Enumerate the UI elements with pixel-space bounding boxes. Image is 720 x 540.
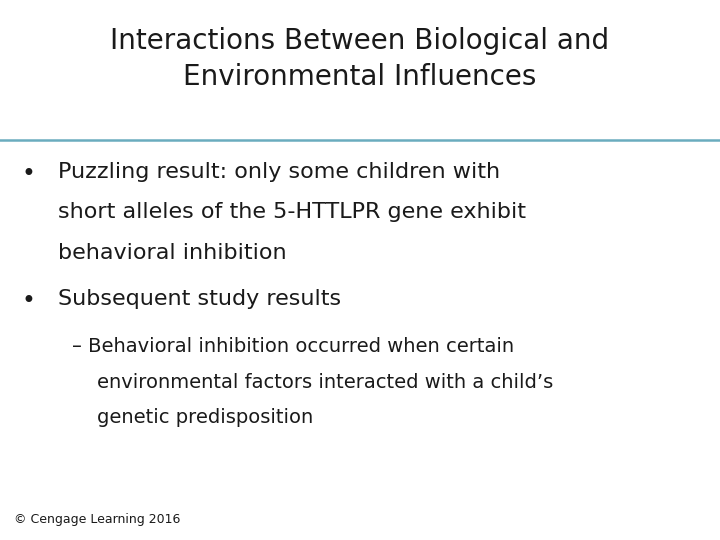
- Text: behavioral inhibition: behavioral inhibition: [58, 243, 287, 263]
- Text: Puzzling result: only some children with: Puzzling result: only some children with: [58, 162, 500, 182]
- Text: •: •: [22, 162, 35, 186]
- Text: – Behavioral inhibition occurred when certain: – Behavioral inhibition occurred when ce…: [72, 338, 514, 356]
- Text: •: •: [22, 289, 35, 313]
- Text: short alleles of the 5-HTTLPR gene exhibit: short alleles of the 5-HTTLPR gene exhib…: [58, 202, 526, 222]
- Text: environmental factors interacted with a child’s: environmental factors interacted with a …: [97, 373, 554, 392]
- Text: Subsequent study results: Subsequent study results: [58, 289, 341, 309]
- Text: Interactions Between Biological and
Environmental Influences: Interactions Between Biological and Envi…: [110, 27, 610, 91]
- Text: genetic predisposition: genetic predisposition: [97, 408, 313, 427]
- Text: © Cengage Learning 2016: © Cengage Learning 2016: [14, 514, 181, 526]
